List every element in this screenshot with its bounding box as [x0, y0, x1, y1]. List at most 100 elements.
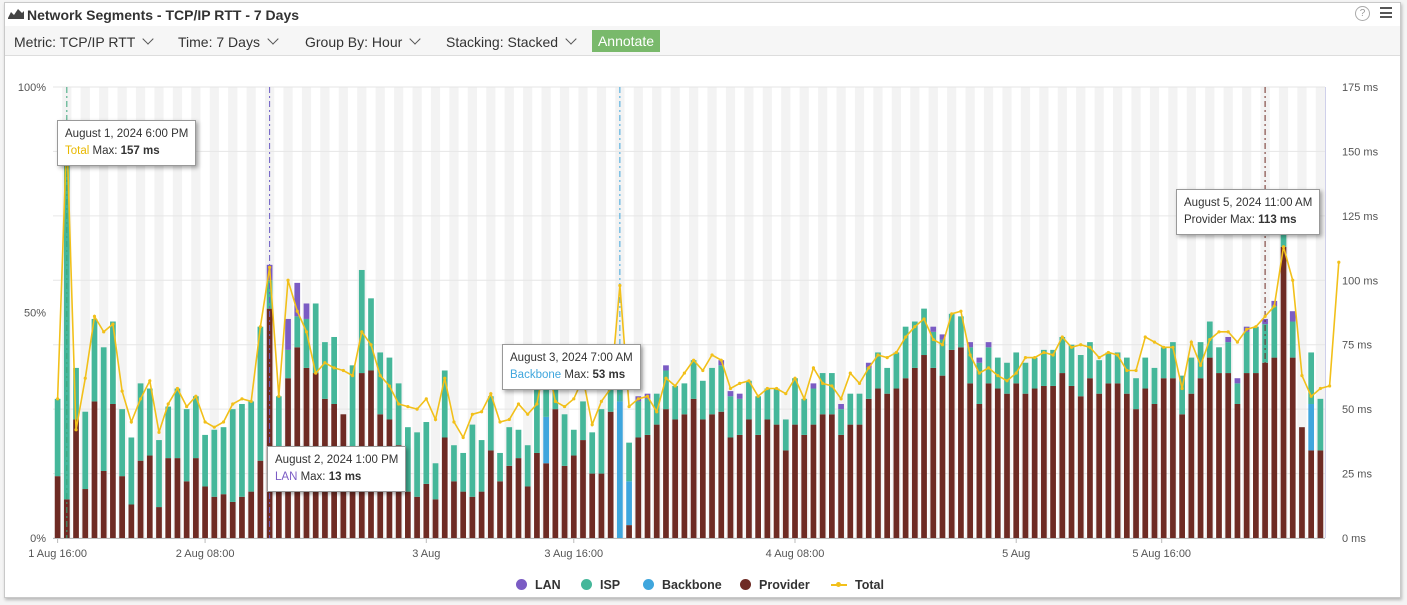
total-point [673, 384, 677, 388]
legend-item-backbone[interactable]: Backbone [643, 578, 722, 592]
bar-isp [856, 393, 863, 425]
bar-isp [202, 434, 208, 487]
total-point [968, 353, 972, 357]
bar-isp [1004, 362, 1010, 394]
legend-item-total[interactable]: Total [831, 578, 884, 592]
total-point [212, 425, 216, 429]
hour-band [1076, 87, 1086, 538]
hour-band [449, 87, 459, 538]
bar-isp [469, 424, 476, 497]
bar-isp [1280, 226, 1287, 247]
tooltip-series: Total [65, 145, 90, 157]
bar-provider [534, 452, 540, 538]
bar-provider [718, 411, 725, 538]
bar-isp [1253, 326, 1259, 374]
hour-band [228, 87, 238, 538]
stacking-dropdown[interactable]: Stacking: Stacked [446, 33, 577, 50]
total-point [304, 330, 309, 334]
total-point [1162, 345, 1166, 349]
bar-isp [386, 357, 393, 420]
bar-provider [1197, 378, 1204, 538]
y-right-tick-label: 0 ms [1342, 533, 1366, 545]
hour-band [873, 87, 883, 538]
bar-provider [865, 398, 872, 538]
bar-provider [146, 455, 153, 538]
total-point [369, 343, 373, 347]
x-tick-label: 3 Aug [412, 548, 440, 560]
bar-provider [580, 440, 586, 538]
hour-band [430, 87, 441, 538]
total-point [277, 394, 281, 398]
tooltip-date: August 5, 2024 11:00 AM [1184, 197, 1313, 209]
bar-provider [543, 463, 549, 538]
bar-isp [1077, 355, 1084, 397]
bar-isp [146, 388, 153, 456]
help-icon[interactable]: ? [1355, 6, 1370, 21]
hour-band [983, 87, 994, 538]
total-point [1217, 330, 1221, 334]
y-right-tick-label: 100 ms [1342, 275, 1379, 287]
total-point [461, 435, 465, 440]
bar-isp [1105, 352, 1112, 384]
bar-isp [1243, 331, 1250, 374]
bar-provider [884, 393, 891, 538]
bar-isp [1059, 336, 1066, 374]
bar-provider [469, 496, 476, 538]
bar-provider [1289, 357, 1296, 538]
bar-isp [1234, 383, 1241, 404]
total-point [1208, 337, 1212, 342]
total-point [102, 330, 106, 334]
total-point [526, 412, 530, 416]
bar-isp [626, 442, 632, 482]
annotate-button[interactable]: Annotate [592, 30, 660, 52]
bar-isp [165, 406, 172, 459]
bar-provider [1041, 385, 1047, 538]
bar-isp [902, 326, 909, 379]
total-point [811, 366, 816, 370]
bar-provider [736, 434, 743, 538]
bar-provider [349, 460, 356, 538]
legend-item-provider[interactable]: Provider [740, 578, 810, 592]
bar-provider [423, 483, 430, 538]
bar-isp [405, 427, 411, 492]
bar-isp [736, 398, 743, 435]
total-point [562, 404, 567, 409]
bar-backbone [626, 481, 632, 526]
time-dropdown[interactable]: Time: 7 Days [178, 33, 279, 50]
y-right-tick-label: 25 ms [1342, 469, 1372, 481]
bar-isp [829, 373, 835, 415]
y-right-tick-label: 125 ms [1342, 211, 1379, 223]
x-tick-label: 3 Aug 16:00 [544, 548, 603, 560]
bar-provider [478, 491, 485, 538]
bar-isp [54, 398, 61, 477]
total-point [350, 374, 355, 378]
hamburger-menu-icon[interactable] [1380, 7, 1392, 18]
total-point [1051, 353, 1055, 357]
total-point [959, 309, 963, 313]
bar-isp [690, 360, 697, 399]
tooltip-backbone: August 3, 2024 7:00 AM Backbone Max: 53 … [502, 344, 641, 390]
bar-provider [506, 465, 513, 538]
legend-item-lan[interactable]: LAN [516, 578, 561, 592]
legend-item-isp[interactable]: ISP [581, 578, 620, 592]
bar-isp [220, 427, 227, 495]
bar-lan [663, 365, 669, 371]
group-by-dropdown[interactable]: Group By: Hour [305, 33, 421, 50]
bar-isp [414, 432, 420, 497]
hour-band [1057, 87, 1067, 538]
hour-band [910, 87, 920, 538]
total-point [839, 397, 843, 401]
y-left-tick-label: 100% [18, 82, 46, 94]
total-point [1042, 350, 1046, 355]
x-tick-label: 5 Aug [1002, 548, 1030, 560]
hour-band [541, 87, 551, 538]
chart-panel: Network Segments - TCP/IP RTT - 7 Days ?… [4, 2, 1401, 598]
bar-provider [893, 388, 900, 538]
metric-dropdown[interactable]: Metric: TCP/IP RTT [14, 33, 155, 50]
hour-band [689, 87, 699, 538]
bar-isp [681, 383, 688, 415]
hour-band [891, 87, 901, 538]
bar-isp [1188, 357, 1195, 394]
bar-provider [1022, 393, 1029, 538]
bar-isp [1197, 342, 1204, 379]
